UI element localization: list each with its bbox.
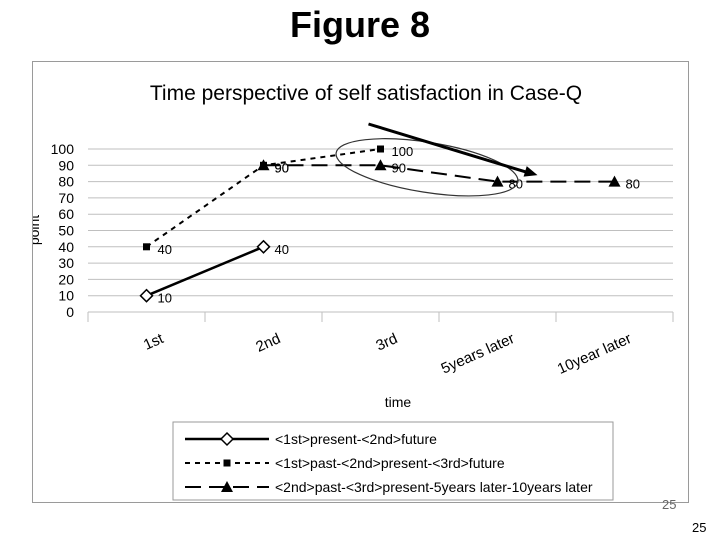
y-tick-label-90: 90	[58, 157, 74, 173]
series-1-data-label-2: 100	[392, 144, 414, 159]
series-2-line	[263, 164, 615, 183]
series-1-point-0	[143, 243, 150, 251]
y-tick-label-80: 80	[58, 174, 74, 190]
y-tick-label-20: 20	[58, 271, 74, 287]
line-chart: Time perspective of self satisfaction in…	[33, 82, 674, 501]
x-tick-label-0: 1st	[141, 330, 167, 354]
legend-marker-0	[219, 431, 235, 447]
series-0-point-1	[256, 239, 271, 254]
page-number-inner: 25	[662, 497, 677, 512]
y-tick-label-50: 50	[58, 223, 74, 239]
annotation-ellipse	[335, 138, 519, 197]
series-2-data-label-1: 90	[275, 160, 289, 175]
annotation-arrow-head	[523, 166, 538, 177]
series-0-data-label-1: 40	[275, 242, 289, 257]
legend-label-1: <1st>past-<2nd>present-<3rd>future	[275, 455, 505, 471]
x-tick-label-2: 3rd	[373, 330, 400, 354]
y-tick-label-0: 0	[66, 304, 74, 320]
series-0-point-0	[139, 288, 154, 303]
series-2-point-1	[257, 159, 270, 171]
x-tick-label-3: 5years later	[439, 330, 518, 377]
chart-frame: Time perspective of self satisfaction in…	[32, 61, 689, 503]
annotation-arrow-shaft	[368, 122, 530, 175]
slide-title: Figure 8	[289, 4, 431, 45]
series-2-data-label-2: 90	[392, 160, 406, 175]
series-2-data-label-3: 80	[509, 177, 523, 192]
page-number-outer: 25	[692, 520, 707, 535]
series-2-point-2	[374, 159, 387, 171]
series-2-point-3	[491, 175, 504, 187]
y-tick-label-70: 70	[58, 190, 74, 206]
series-1-point-2	[377, 145, 384, 153]
x-tick-label-1: 2nd	[253, 330, 283, 356]
series-1-data-label-0: 40	[158, 242, 172, 257]
legend-label-2: <2nd>past-<3rd>present-5years later-10ye…	[275, 479, 593, 495]
y-tick-label-100: 100	[51, 141, 75, 157]
y-tick-label-40: 40	[58, 239, 74, 255]
gridlines	[87, 148, 674, 322]
legend-marker-1	[223, 459, 231, 467]
series-2-data-label-4: 80	[626, 177, 640, 192]
legend-label-0: <1st>present-<2nd>future	[275, 431, 437, 447]
x-axis-label: time	[385, 394, 412, 410]
x-tick-label-4: 10year later	[555, 330, 634, 378]
series-0-data-label-0: 10	[158, 291, 172, 306]
y-tick-label-30: 30	[58, 255, 74, 271]
legend: <1st>present-<2nd>future <1st>past-<2nd>p…	[172, 421, 614, 501]
y-axis-label: point	[33, 215, 42, 245]
series-2-point-4	[608, 175, 621, 187]
series-1-data-label-1: 90	[275, 160, 289, 175]
series-0-line	[146, 245, 264, 297]
x-axis-ticks: 1st 2nd 3rd 5years later 10year later	[141, 330, 634, 378]
legend-marker-2	[221, 481, 233, 492]
chart-title: Time perspective of self satisfaction in…	[150, 82, 582, 105]
y-tick-label-60: 60	[58, 206, 74, 222]
annotations	[335, 122, 538, 197]
y-tick-label-10: 10	[58, 288, 74, 304]
